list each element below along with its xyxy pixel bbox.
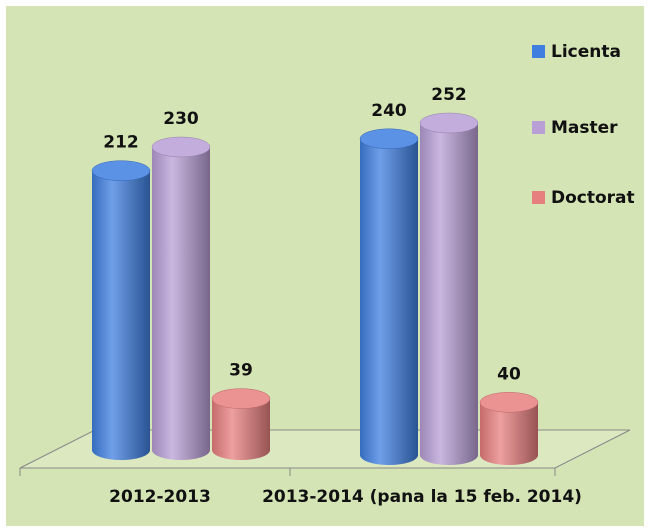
legend-swatch: [532, 45, 545, 58]
bar-top: [479, 392, 539, 413]
legend-swatch: [532, 191, 545, 204]
x-tick-label: 2012-2013: [109, 487, 211, 507]
data-label: 39: [229, 361, 253, 381]
bar-top: [419, 112, 479, 134]
x-tick-label: 2013-2014 (pana la 15 feb. 2014): [262, 487, 582, 507]
legend-label: Licenta: [551, 42, 621, 62]
bar: [480, 402, 538, 465]
legend-label: Master: [551, 118, 618, 138]
bar: [92, 170, 150, 460]
legend-swatch: [532, 121, 545, 134]
bar: [212, 398, 270, 460]
bar-top: [151, 136, 211, 158]
data-label: 40: [497, 364, 521, 384]
data-label: 252: [431, 85, 467, 105]
bar-top: [211, 388, 271, 409]
data-label: 230: [163, 109, 199, 129]
data-label: 240: [371, 101, 407, 121]
bar: [152, 146, 210, 460]
bar: [360, 138, 418, 466]
bar: [420, 123, 478, 465]
data-label: 212: [103, 133, 139, 153]
legend-label: Doctorat: [551, 188, 635, 208]
bar-top: [359, 128, 419, 150]
bar-top: [91, 160, 151, 181]
